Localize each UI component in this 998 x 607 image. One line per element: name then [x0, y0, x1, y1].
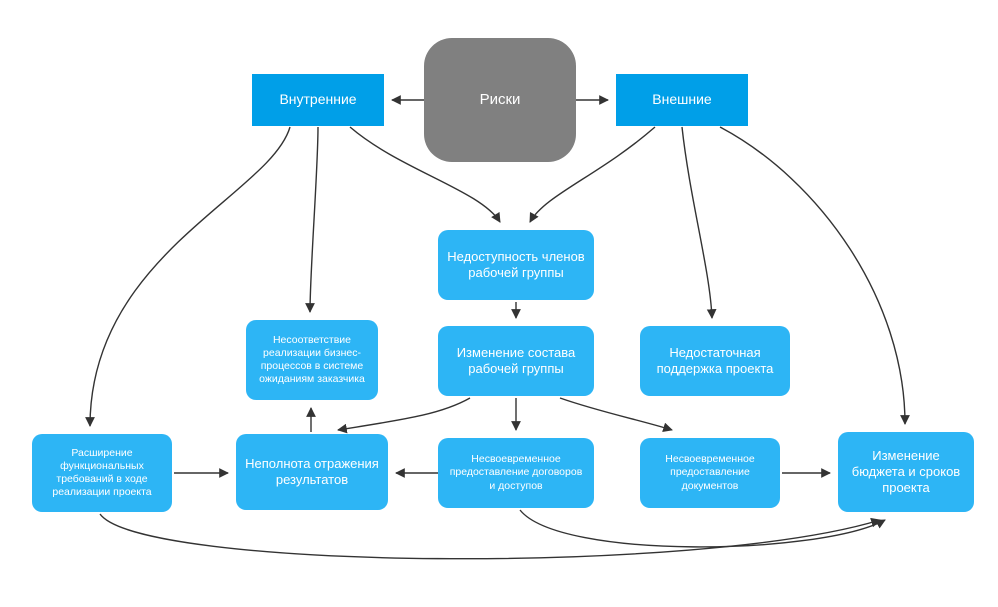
- node-incomplete-results: Неполнота отражения результатов: [236, 434, 388, 510]
- flowchart-canvas: Риски Внутренние Внешние Недоступность ч…: [0, 0, 998, 607]
- node-label: Изменение бюджета и сроков проекта: [846, 448, 966, 497]
- node-change-composition: Изменение состава рабочей группы: [438, 326, 594, 396]
- node-label: Недоступность членов рабочей группы: [446, 249, 586, 282]
- node-label: Несвоевременное предоставление договоров…: [446, 453, 586, 492]
- node-label: Внутренние: [279, 91, 356, 109]
- edge: [338, 398, 470, 430]
- node-root-risks: Риски: [424, 38, 576, 162]
- node-unavailability: Недоступность членов рабочей группы: [438, 230, 594, 300]
- edge: [100, 514, 880, 559]
- edge: [560, 398, 672, 430]
- node-late-access: Несвоевременное предоставление договоров…: [438, 438, 594, 508]
- node-category-external: Внешние: [616, 74, 748, 126]
- node-label: Недостаточная поддержка проекта: [648, 345, 782, 378]
- node-label: Изменение состава рабочей группы: [446, 345, 586, 378]
- node-insufficient-support: Недостаточная поддержка проекта: [640, 326, 790, 396]
- node-label: Несвоевременное предоставление документо…: [648, 453, 772, 492]
- node-late-documents: Несвоевременное предоставление документо…: [640, 438, 780, 508]
- node-label: Внешние: [652, 91, 711, 109]
- node-scope-expansion: Расширение функциональных требований в х…: [32, 434, 172, 512]
- edge: [682, 127, 712, 318]
- node-label: Неполнота отражения результатов: [244, 456, 380, 489]
- node-label: Риски: [480, 91, 521, 110]
- node-label: Расширение функциональных требований в х…: [40, 447, 164, 500]
- node-label: Несоответствие реализации бизнес-процесс…: [254, 334, 370, 387]
- node-budget-schedule-change: Изменение бюджета и сроков проекта: [838, 432, 974, 512]
- edge: [520, 510, 885, 547]
- node-mismatch: Несоответствие реализации бизнес-процесс…: [246, 320, 378, 400]
- edge: [310, 127, 318, 312]
- node-category-internal: Внутренние: [252, 74, 384, 126]
